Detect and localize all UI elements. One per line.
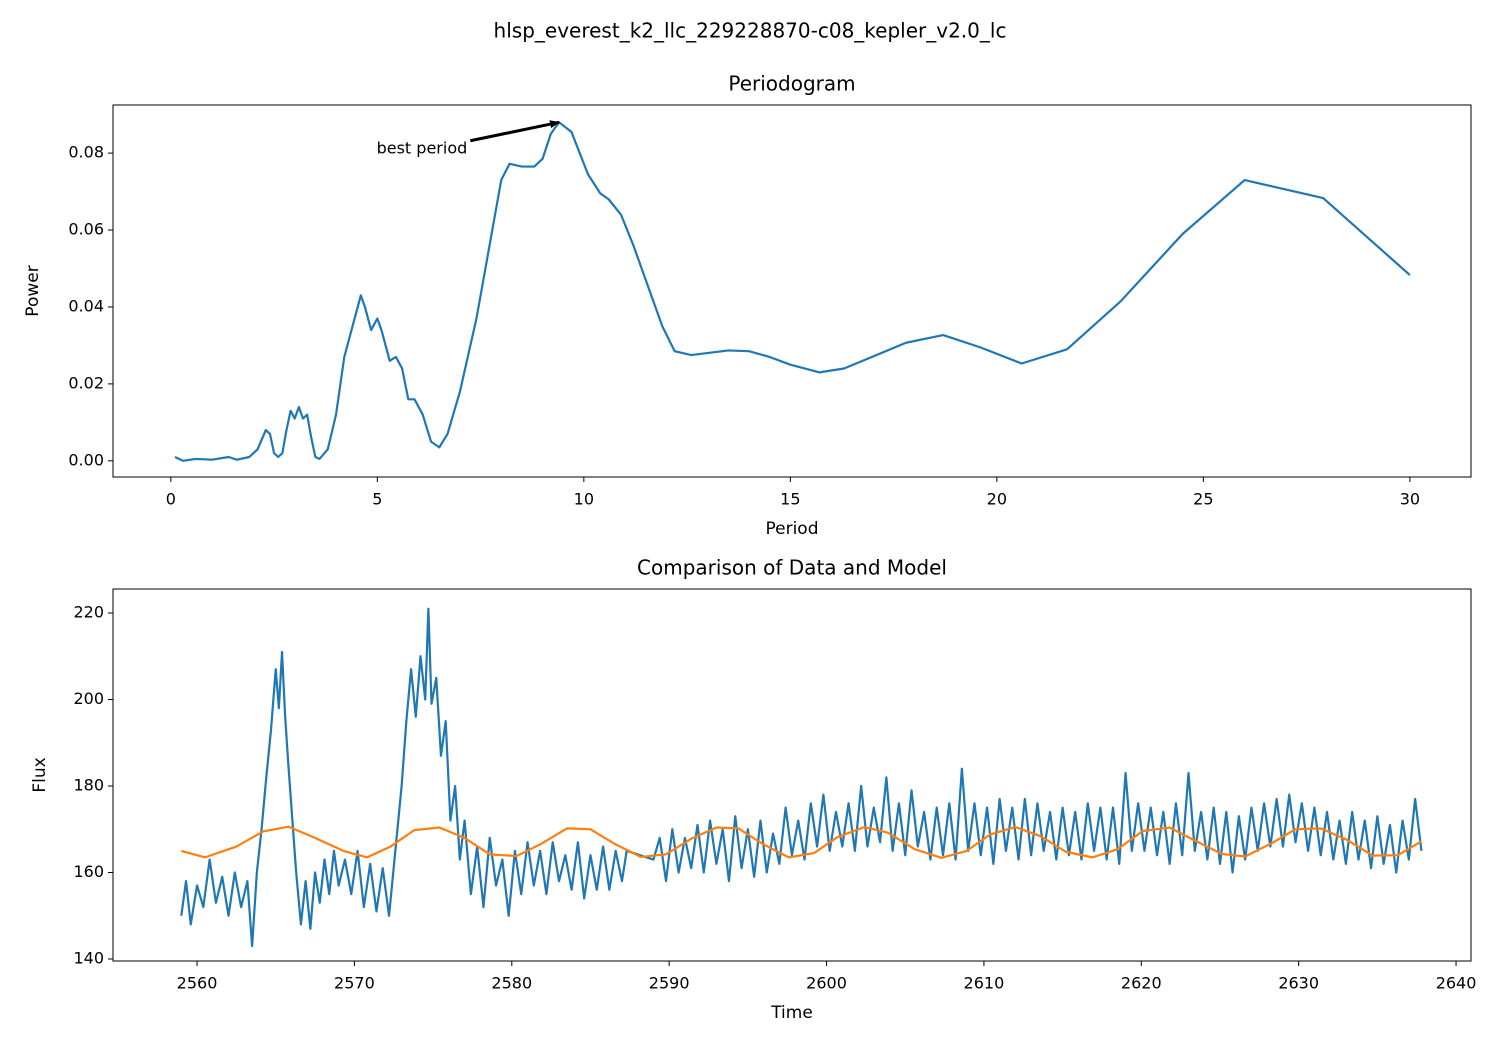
x-tick-label: 20	[987, 490, 1007, 509]
y-tick-label: 160	[73, 862, 104, 881]
y-axis-label: Flux	[30, 757, 50, 792]
data-line	[181, 825, 1422, 859]
x-tick-label: 0	[166, 490, 176, 509]
x-tick-label: 2590	[649, 974, 690, 993]
y-tick-label: 200	[73, 689, 104, 708]
axes-frame	[112, 588, 1472, 962]
annotation-arrow	[469, 120, 561, 143]
figure-title: hlsp_everest_k2_llc_229228870-c08_kepler…	[494, 19, 1007, 43]
y-tick-label: 0.08	[68, 143, 104, 162]
x-tick-label: 2580	[491, 974, 532, 993]
data-line	[180, 607, 1423, 948]
y-tick-label: 0.02	[68, 373, 104, 392]
axes-title: Periodogram	[728, 72, 855, 96]
y-tick-label: 0.04	[68, 296, 104, 315]
axes-title: Comparison of Data and Model	[637, 556, 947, 580]
x-tick-label: 2600	[806, 974, 847, 993]
x-tick-label: 10	[574, 490, 594, 509]
y-tick-label: 180	[73, 776, 104, 795]
x-tick-label: 2640	[1436, 974, 1477, 993]
x-tick-label: 2610	[964, 974, 1005, 993]
x-axis-label: Period	[765, 519, 818, 539]
y-tick-label: 0.00	[68, 450, 104, 469]
y-tick-label: 220	[73, 603, 104, 622]
y-tick-label: 0.06	[68, 220, 104, 239]
x-tick-label: 15	[780, 490, 800, 509]
data-line	[174, 121, 1411, 462]
y-tick-label: 140	[73, 949, 104, 968]
x-tick-label: 2620	[1121, 974, 1162, 993]
x-axis-label: Time	[770, 1003, 813, 1023]
x-tick-label: 2560	[177, 974, 218, 993]
x-tick-label: 2630	[1278, 974, 1319, 993]
axes-frame	[112, 104, 1472, 478]
x-tick-label: 5	[372, 490, 382, 509]
x-tick-label: 2570	[334, 974, 375, 993]
y-axis-label: Power	[23, 265, 43, 316]
x-tick-label: 25	[1193, 490, 1213, 509]
annotation-text: best period	[377, 139, 468, 158]
x-tick-label: 30	[1400, 490, 1420, 509]
